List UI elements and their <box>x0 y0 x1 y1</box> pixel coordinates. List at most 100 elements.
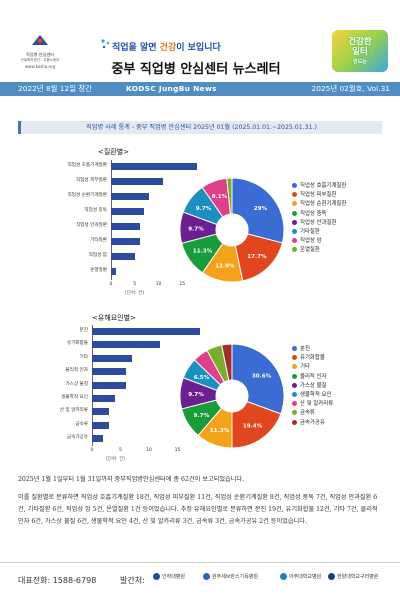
org-wonju: 원주세브란스기독병원 <box>203 573 258 580</box>
legend-item: 금속류 <box>292 409 333 418</box>
bar-row: 분진 <box>80 325 206 337</box>
section-title: 직업병 사례 통계 - 중부 직업병 안심센터 2025년 01월 (2025.… <box>18 121 382 134</box>
bar-axis-line <box>111 160 112 280</box>
bar-category-label: 온열질환 <box>90 268 107 273</box>
legend-swatch <box>292 247 297 253</box>
legend-label: 기타 <box>300 364 310 371</box>
pie-slice-label: 19.4% <box>243 424 263 430</box>
x-tick-label: 5 <box>119 447 122 453</box>
pie-slice-label: 9.7% <box>188 226 204 232</box>
bar-category-label: 직업성 순환기계질환 <box>67 193 108 198</box>
legend-swatch <box>292 373 297 379</box>
footer: 대표전화: 1588-6798 발간처: 인하대병원 원주세브란스기독병원 아주… <box>0 562 400 600</box>
issue-banner: 2022년 8월 12일 창간 KODSC JungBu News 2025년 … <box>0 82 400 96</box>
legend-label: 금속가공유 <box>300 419 325 426</box>
legend-item: 직업성 피부질환 <box>292 191 346 200</box>
bar-row: 기타 <box>80 352 206 364</box>
legend-label: 직업성 안과질환 <box>300 219 337 226</box>
bar-row: 직업성 안과질환 <box>76 220 206 232</box>
legend-label: 유기화합물 <box>300 355 325 362</box>
legend-swatch <box>292 392 297 398</box>
logo-name: 직업병 안심센터 <box>25 52 55 57</box>
center-logo: 직업병 안심센터 근로복지공단 · 고용노동부 www.kosha.org <box>18 32 62 76</box>
legend-swatch <box>292 192 297 198</box>
disease-chart-title: <질환별> <box>98 148 130 156</box>
pie-slice-label: 29% <box>254 206 268 212</box>
legend-label: 직업성 순환기계질환 <box>300 201 347 208</box>
legend-swatch <box>292 410 297 416</box>
legend-item: 직업성 호흡기계질환 <box>292 182 346 191</box>
pie-slice <box>226 177 233 215</box>
pie-slice-label: 12.9% <box>215 263 235 269</box>
banner-title: KODSC JungBu News <box>126 84 217 93</box>
bar <box>111 223 140 230</box>
x-tick-label: 15 <box>179 282 186 287</box>
bar-row: 온열질환 <box>90 265 206 277</box>
legend-label: 온열질환 <box>300 247 320 254</box>
bar-category-label: 직업성 중독 <box>84 208 107 213</box>
contact-phone: 대표전화: 1588-6798 <box>18 576 97 585</box>
bar-category-label: 금속류 <box>75 421 88 427</box>
legend-label: 직업성 호흡기계질환 <box>300 183 347 189</box>
pie-slice <box>221 343 233 381</box>
legend-label: 생물학적 요인 <box>300 392 332 399</box>
legend-label: 금속류 <box>300 410 315 417</box>
emblem-icon <box>32 35 48 45</box>
bar-row: 유기화합물 <box>67 338 206 350</box>
bar-category-label: 기타질환 <box>90 238 107 243</box>
bar <box>111 193 149 200</box>
x-tick-label: 0 <box>90 447 94 453</box>
legend-label: 물리적 인자 <box>300 373 327 380</box>
legend-swatch <box>292 210 297 216</box>
x-tick-label: 10 <box>155 282 162 287</box>
x-tick-label: 10 <box>146 447 152 453</box>
bar <box>92 435 104 443</box>
bar <box>111 238 140 245</box>
x-tick-label: 15 <box>174 447 181 453</box>
detail-paragraph: 이를 질환별로 분류하면 직업성 호흡기계질환 18건, 직업성 피부질환 11… <box>18 494 378 525</box>
legend-item: 온열질환 <box>292 246 346 255</box>
bar-row: 직업성 중독 <box>84 205 206 217</box>
bar-row: 직업성 호흡기계질환 <box>68 160 206 172</box>
legend-label: 직업성 피부질환 <box>300 192 337 199</box>
pie-slice <box>231 400 282 449</box>
bar-row: 직업성 순환기계질환 <box>68 190 206 202</box>
bar-row: 직업성 암 <box>89 250 206 262</box>
legend-label: 가스상 물질 <box>300 382 327 389</box>
publisher-label: 발간처: <box>120 576 145 585</box>
legend-swatch <box>292 346 297 351</box>
bar-category-label: 직업성 피부질환 <box>75 178 107 183</box>
legend-item: 직업성 안과질환 <box>292 219 346 228</box>
legend-swatch <box>292 219 297 225</box>
bar-category-label: 직업성 암 <box>88 253 107 258</box>
legend-swatch <box>292 201 297 207</box>
legend-label: 산 및 알카리류 <box>300 401 334 408</box>
bar-row: 직업성 피부질환 <box>76 175 206 187</box>
legend-item: 직업성 순환기계질환 <box>292 200 346 209</box>
legend-item: 가스상 물질 <box>292 382 333 391</box>
legend-item: 직업성 암 <box>292 237 346 246</box>
legend-item: 기타질환 <box>292 228 346 237</box>
bar <box>92 328 201 335</box>
pie-slice-label: 9.7% <box>196 206 212 212</box>
bar-category-label: 가스상 물질 <box>65 381 88 387</box>
legend-label: 직업성 암 <box>300 238 322 245</box>
pie-slice-label: 11.3% <box>210 428 230 434</box>
pie-slice-label: 30.6% <box>252 373 272 379</box>
legend-swatch <box>292 238 297 244</box>
pie-slice-label: 17.7% <box>247 254 267 260</box>
bar-row: 기타질환 <box>90 235 206 247</box>
bar-category-label: 분진 <box>79 328 88 333</box>
slogan: 직업을 알면 건강이 보입니다 <box>112 43 221 53</box>
legend-label: 분진 <box>300 346 310 352</box>
bar <box>92 408 110 416</box>
bar <box>92 368 127 376</box>
hazard-chart-title: <유해요인별> <box>92 314 136 322</box>
unit-label: [단위: 건] <box>125 291 144 296</box>
legend-swatch <box>292 364 297 370</box>
logo-url: www.kosha.org <box>24 64 56 69</box>
bar <box>111 178 164 185</box>
logo-sub: 근로복지공단 · 고용노동부 <box>20 58 60 62</box>
org-inha: 인하대병원 <box>153 573 185 580</box>
